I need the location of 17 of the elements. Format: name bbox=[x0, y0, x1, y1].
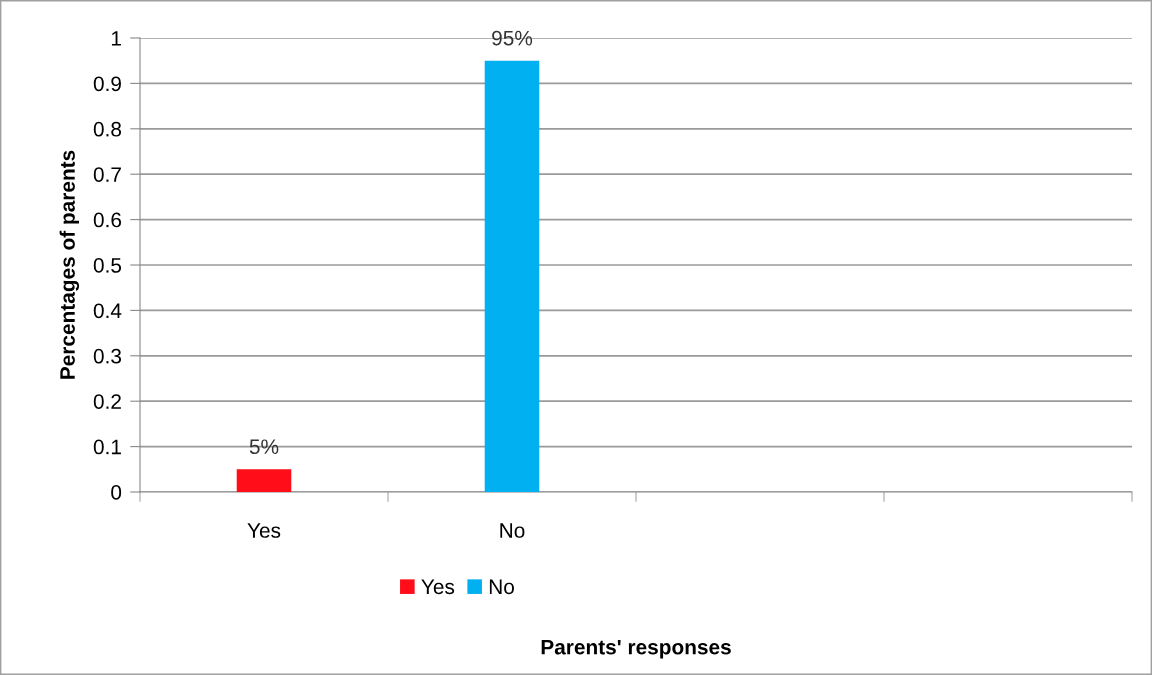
y-tick-label: 0.1 bbox=[93, 439, 121, 455]
y-tick-label: 0.6 bbox=[93, 212, 122, 228]
x-axis-title: Parents' responses bbox=[541, 639, 731, 659]
legend-label: No bbox=[489, 579, 514, 595]
data-label: 95% bbox=[492, 30, 533, 46]
y-tick-label: 0.7 bbox=[93, 167, 121, 182]
y-axis-title: Percentages of parents bbox=[59, 150, 80, 379]
y-tick-label: 0.8 bbox=[93, 121, 122, 137]
data-label: 5% bbox=[249, 439, 279, 455]
y-tick-label: 0.4 bbox=[93, 303, 122, 319]
y-tick-label: 0.5 bbox=[93, 258, 122, 273]
y-tick-label: 1 bbox=[111, 31, 121, 46]
legend-label: Yes bbox=[421, 579, 455, 595]
y-tick-label: 0.3 bbox=[93, 348, 122, 364]
y-tick-label: 0.2 bbox=[93, 394, 121, 409]
y-tick-label: 0.9 bbox=[93, 76, 121, 92]
y-tick-label: 0 bbox=[111, 485, 122, 500]
